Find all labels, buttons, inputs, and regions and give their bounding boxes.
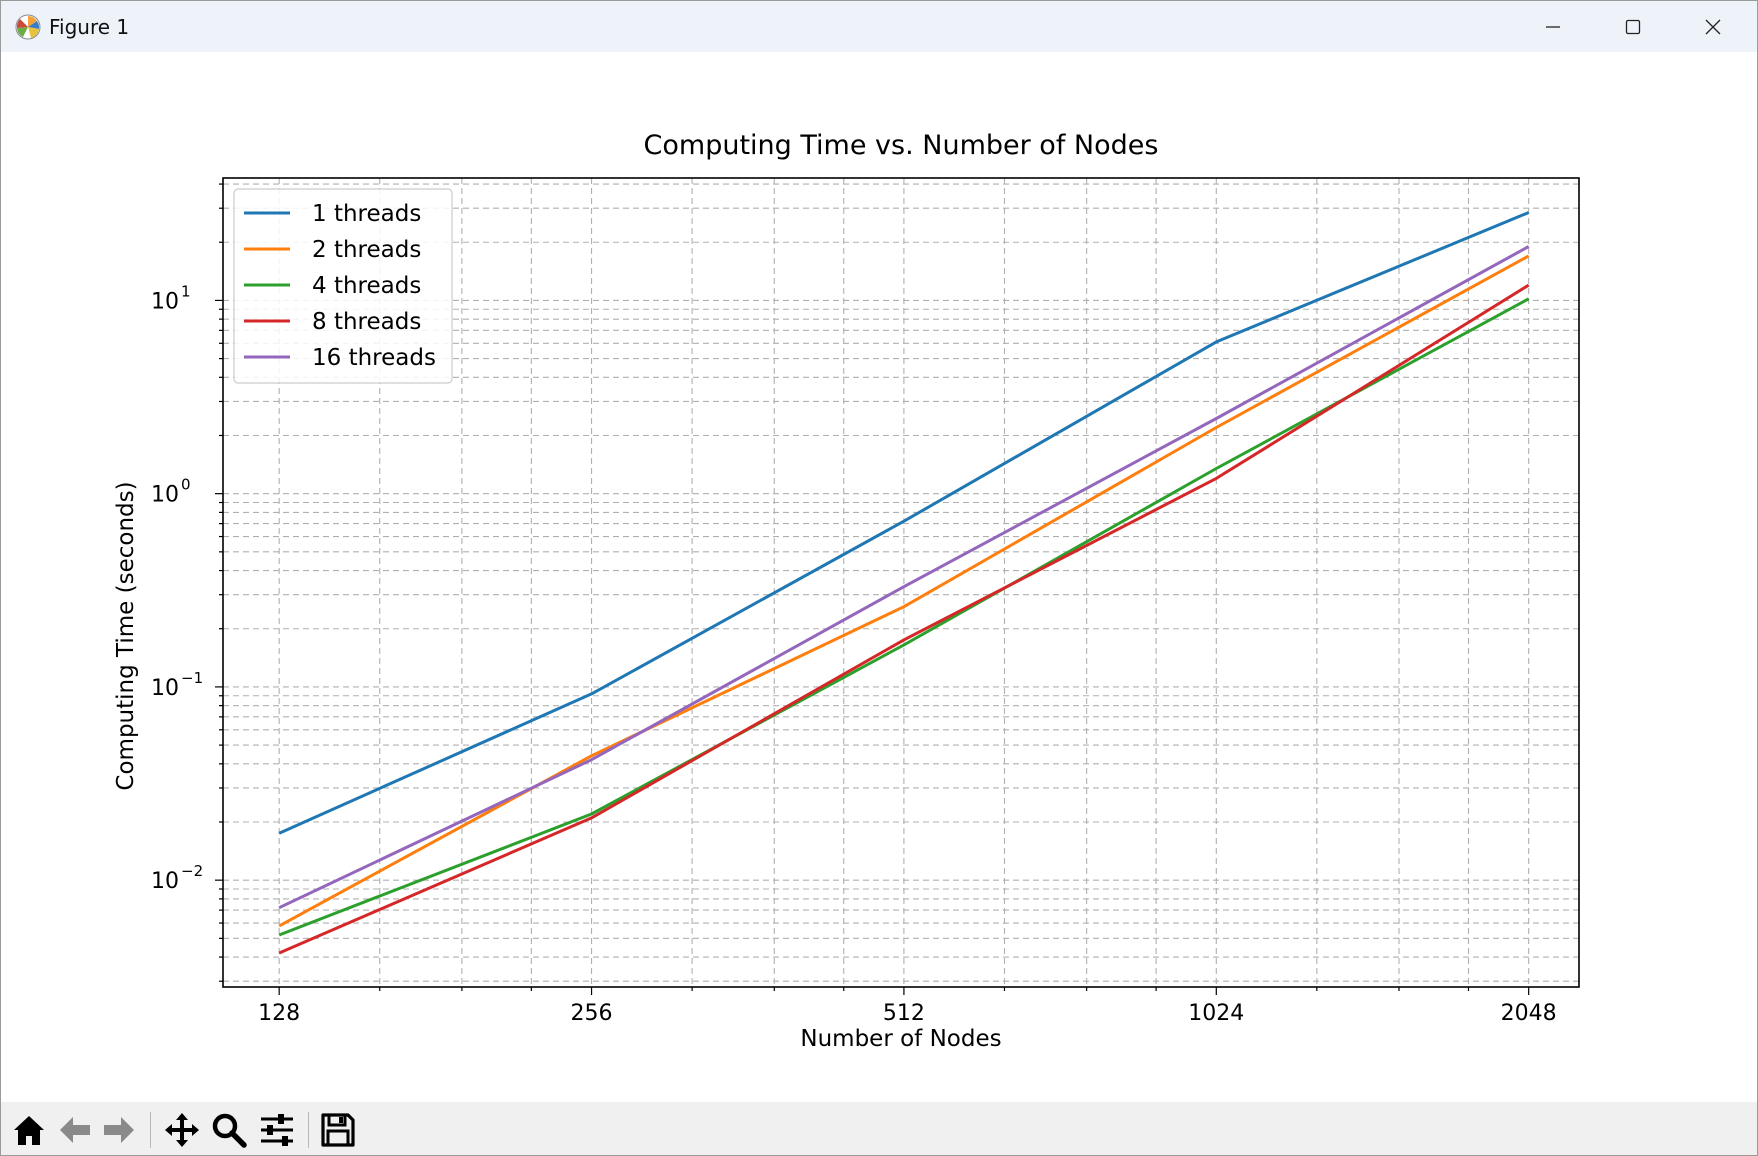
series-line xyxy=(278,245,1530,910)
home-icon xyxy=(14,1116,44,1145)
y-tick-label: 10 xyxy=(151,869,179,894)
x-tick-label: 1024 xyxy=(1188,1001,1244,1026)
axes-frame xyxy=(222,177,1580,988)
zoom-icon xyxy=(212,1113,247,1148)
legend-label: 1 threads xyxy=(312,201,421,227)
maximize-icon xyxy=(1625,19,1641,34)
y-axis-label: Computing Time (seconds) xyxy=(113,481,139,790)
x-tick-label: 256 xyxy=(571,1001,613,1026)
forward-button[interactable] xyxy=(98,1109,140,1151)
save-icon xyxy=(321,1113,355,1147)
zoom-button[interactable] xyxy=(208,1109,250,1151)
minimize-button[interactable] xyxy=(1513,1,1593,52)
toolbar-separator xyxy=(308,1112,309,1148)
series-line xyxy=(278,254,1530,928)
y-tick-label: 10 xyxy=(151,289,179,314)
figure-canvas[interactable]: 128 256 512 1024 2048 10 −2 10 −1 10 0 10 1 Computin… xyxy=(1,52,1757,1102)
save-button[interactable] xyxy=(317,1109,359,1151)
minimize-icon xyxy=(1546,25,1560,28)
configure-subplots-button[interactable] xyxy=(256,1109,298,1151)
title-bar[interactable]: Figure 1 xyxy=(1,1,1757,52)
configure-subplots-icon xyxy=(261,1114,293,1146)
legend-label: 4 threads xyxy=(312,273,421,299)
navigation-toolbar xyxy=(1,1102,1757,1155)
legend-label: 2 threads xyxy=(312,237,421,263)
x-tick-label: 128 xyxy=(258,1001,300,1026)
home-button[interactable] xyxy=(8,1109,50,1151)
legend-label: 8 threads xyxy=(312,309,421,335)
maximize-button[interactable] xyxy=(1593,1,1673,52)
y-tick-exponent: −1 xyxy=(181,669,203,687)
y-tick-exponent: 1 xyxy=(181,282,191,300)
y-tick-label: 10 xyxy=(151,676,179,701)
window-title: Figure 1 xyxy=(49,15,130,39)
close-button[interactable] xyxy=(1673,1,1753,52)
forward-arrow-icon xyxy=(104,1117,134,1143)
matplotlib-logo-icon xyxy=(15,14,41,40)
pan-button[interactable] xyxy=(161,1109,203,1151)
back-button[interactable] xyxy=(54,1109,96,1151)
x-axis-label: Number of Nodes xyxy=(800,1026,1001,1052)
chart-title: Computing Time vs. Number of Nodes xyxy=(644,130,1159,161)
series-line xyxy=(278,297,1530,937)
back-arrow-icon xyxy=(60,1117,90,1143)
series-lines xyxy=(278,211,1530,955)
toolbar-separator xyxy=(150,1112,151,1148)
y-tick-exponent: −2 xyxy=(181,862,203,880)
series-line xyxy=(278,211,1530,835)
x-tick-label: 2048 xyxy=(1501,1001,1557,1026)
series-line xyxy=(278,283,1530,955)
y-tick-label: 10 xyxy=(151,483,179,508)
legend-box xyxy=(233,188,453,384)
pan-icon xyxy=(165,1113,199,1147)
y-tick-exponent: 0 xyxy=(181,476,191,494)
close-icon xyxy=(1705,19,1721,34)
legend: 1 threads 2 threads 4 threads 8 threads 16 t… xyxy=(233,188,453,384)
x-tick-label: 512 xyxy=(883,1001,925,1026)
legend-label: 16 threads xyxy=(312,345,436,371)
